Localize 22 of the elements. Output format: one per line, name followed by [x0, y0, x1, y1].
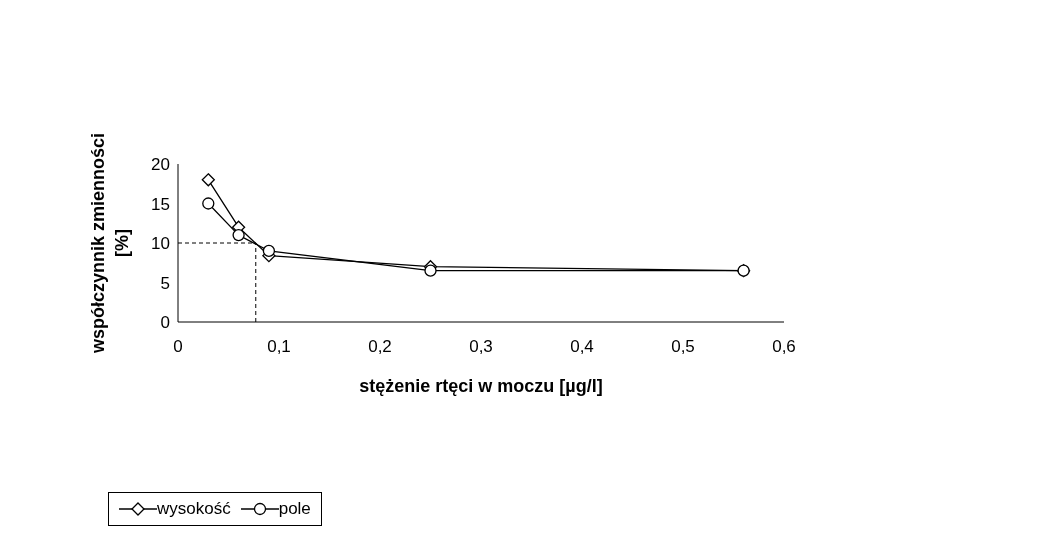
y-tick-label: 5 [160, 273, 170, 293]
legend-label: pole [278, 499, 311, 519]
x-tick-label: 0,1 [267, 337, 291, 357]
point [737, 264, 750, 277]
point [201, 173, 215, 187]
y-tick-label: 20 [151, 155, 170, 175]
point [262, 244, 276, 258]
y-tick-label: 0 [160, 313, 170, 333]
legend-label: wysokość [157, 499, 231, 519]
y-tick-label: 10 [151, 234, 170, 254]
x-axis-title: stężenie rtęci w moczu [µg/l] [359, 376, 603, 396]
point [232, 228, 245, 242]
y-tick-label: 15 [151, 194, 170, 214]
x-tick-label: 0,5 [671, 337, 695, 357]
x-tick-label: 0 [173, 337, 183, 357]
x-tick-label: 0,2 [368, 337, 392, 357]
y-axis-title: współczynnik zmienności [%] [88, 132, 132, 355]
point [424, 264, 437, 277]
x-tick-label: 0,6 [772, 337, 796, 357]
x-tick-label: 0,4 [570, 337, 594, 357]
point [202, 197, 215, 210]
x-tick-label: 0,3 [469, 337, 493, 357]
